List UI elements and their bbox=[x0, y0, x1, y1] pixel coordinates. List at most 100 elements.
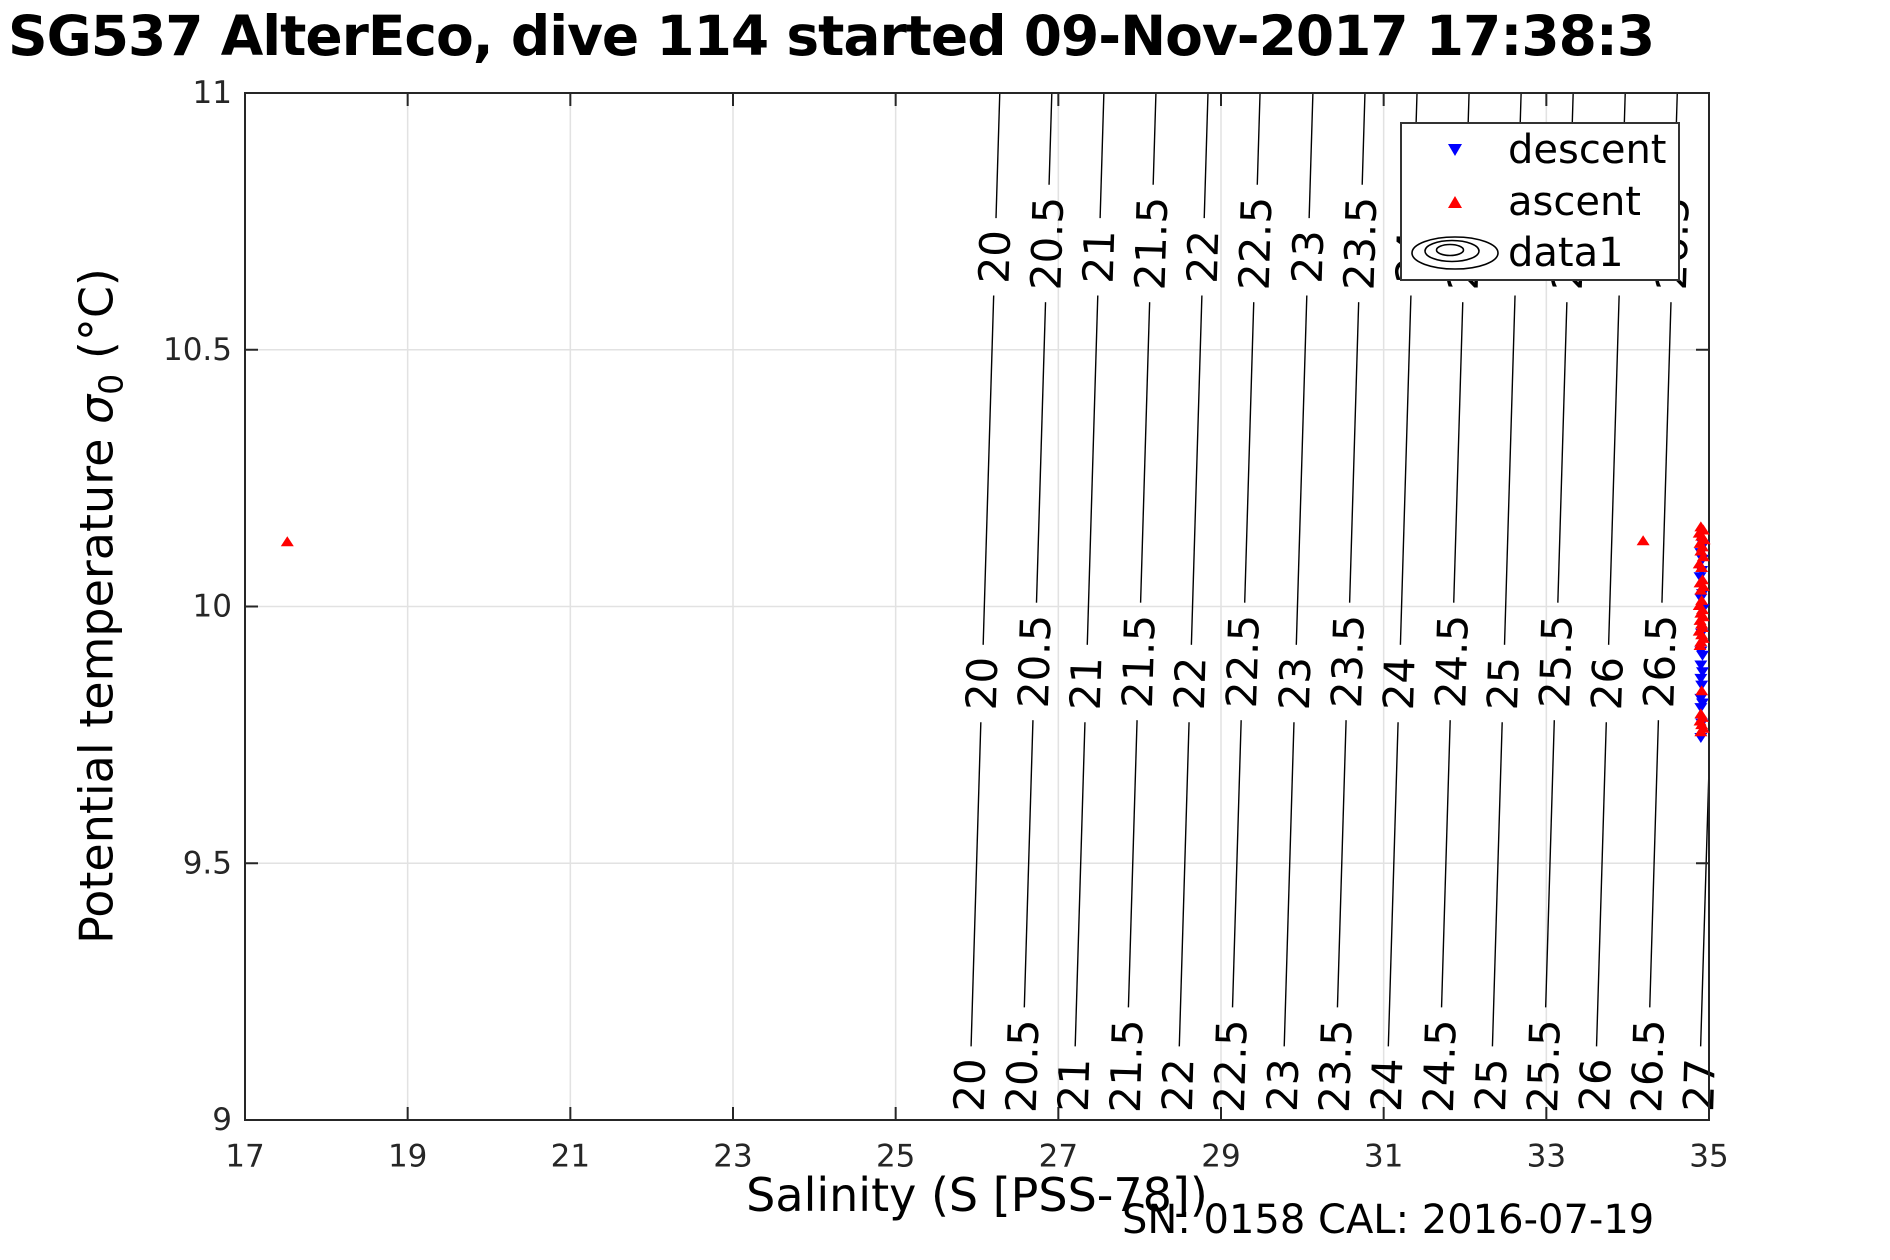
contour-line bbox=[1035, 302, 1047, 603]
contour-label: 20.5 bbox=[1009, 614, 1061, 709]
ascent-marker bbox=[1694, 726, 1708, 737]
contour-line bbox=[1440, 720, 1451, 1008]
contour-line bbox=[1649, 720, 1660, 1008]
contour-label: 23 bbox=[1270, 656, 1321, 711]
ascent-marker bbox=[280, 536, 294, 547]
contour-ellipses-icon bbox=[1402, 233, 1508, 273]
contour-line bbox=[1308, 92, 1314, 219]
contour-label: 24.5 bbox=[1414, 1019, 1466, 1114]
contour-line bbox=[1336, 720, 1347, 1008]
legend-label-descent: descent bbox=[1508, 126, 1667, 173]
contour-line bbox=[982, 295, 995, 645]
x-tick-label: 23 bbox=[713, 1138, 752, 1174]
y-axis-label: Potential temperature σ0 (°C) bbox=[69, 268, 130, 944]
contour-label: 20.5 bbox=[997, 1019, 1049, 1114]
ascent-marker bbox=[1695, 685, 1709, 696]
contour-line bbox=[1256, 92, 1261, 185]
contour-line bbox=[1387, 722, 1399, 1047]
contour-label: 22.5 bbox=[1205, 1019, 1257, 1114]
contour-label: 21 bbox=[1074, 229, 1125, 284]
y-tick-label: 9 bbox=[212, 1102, 232, 1138]
contour-line bbox=[1661, 302, 1672, 603]
contour-label: 24 bbox=[1362, 1058, 1413, 1113]
contour-line bbox=[1399, 295, 1412, 645]
legend-row-descent: descent bbox=[1402, 124, 1678, 176]
legend-row-ascent: ascent bbox=[1402, 176, 1678, 228]
contour-label: 20 bbox=[957, 656, 1008, 711]
page-title: SG537 AlterEco, dive 114 started 09-Nov-… bbox=[8, 4, 1655, 68]
x-tick-label: 31 bbox=[1364, 1138, 1403, 1174]
contour-label: 23 bbox=[1283, 229, 1334, 284]
contour-line bbox=[1086, 295, 1099, 645]
y-axis-label-prefix: Potential temperature bbox=[69, 423, 124, 944]
descent-marker bbox=[1693, 572, 1707, 583]
descent-marker bbox=[1695, 667, 1709, 678]
contour-label: 26 bbox=[1582, 656, 1633, 711]
legend-label-ascent: ascent bbox=[1508, 178, 1641, 225]
contour-line bbox=[1152, 92, 1157, 185]
y-axis-label-suffix: (°C) bbox=[69, 268, 124, 374]
contour-line bbox=[1231, 720, 1242, 1008]
contour-label: 23.5 bbox=[1335, 196, 1387, 291]
serial-calibration-note: SN: 0158 CAL: 2016-07-19 bbox=[1122, 1197, 1655, 1243]
contour-line bbox=[1048, 92, 1053, 185]
x-tick-label: 19 bbox=[388, 1138, 427, 1174]
contour-label: 24 bbox=[1374, 656, 1425, 711]
descent-marker bbox=[1695, 650, 1709, 661]
ascent-marker bbox=[1695, 561, 1709, 572]
y-tick-label: 10.5 bbox=[163, 332, 232, 368]
contour-label: 26.5 bbox=[1622, 1019, 1674, 1114]
contour-line bbox=[1491, 722, 1503, 1047]
contour-line bbox=[1295, 295, 1308, 645]
contour-label: 26.5 bbox=[1634, 614, 1686, 709]
contour-label: 25.5 bbox=[1530, 614, 1582, 709]
contour-label: 22 bbox=[1153, 1058, 1204, 1113]
contour-label: 21 bbox=[1061, 656, 1112, 711]
descent-triangle-icon bbox=[1402, 143, 1508, 157]
ascent-marker bbox=[1636, 535, 1650, 546]
contour-line bbox=[1503, 295, 1516, 645]
sigma-symbol: σ bbox=[69, 394, 124, 424]
legend: descent ascent data1 bbox=[1400, 122, 1680, 281]
contour-label: 24.5 bbox=[1426, 614, 1478, 709]
contour-label: 26 bbox=[1570, 1058, 1621, 1113]
contour-label: 21.5 bbox=[1101, 1019, 1153, 1114]
contour-line bbox=[1178, 722, 1190, 1047]
x-tick-label: 25 bbox=[876, 1138, 915, 1174]
descent-marker bbox=[1694, 660, 1708, 671]
y-tick-label: 9.5 bbox=[183, 845, 232, 881]
contour-label: 21.5 bbox=[1113, 614, 1165, 709]
ascent-marker bbox=[1693, 640, 1707, 651]
contour-line bbox=[970, 722, 982, 1047]
contour-line bbox=[1203, 92, 1209, 219]
contour-label: 23.5 bbox=[1322, 614, 1374, 709]
legend-label-data1: data1 bbox=[1508, 230, 1624, 277]
contour-label: 27 bbox=[1674, 1058, 1725, 1113]
contour-line bbox=[1453, 302, 1464, 603]
contour-line bbox=[1557, 302, 1568, 603]
contour-label: 23.5 bbox=[1310, 1019, 1362, 1114]
contour-line bbox=[1361, 92, 1366, 185]
sigma-subscript: 0 bbox=[91, 373, 131, 395]
descent-marker bbox=[1694, 673, 1708, 684]
contour-line bbox=[1139, 302, 1151, 603]
contour-label: 22.5 bbox=[1230, 196, 1282, 291]
contour-label: 20 bbox=[945, 1058, 996, 1113]
contour-line bbox=[1544, 720, 1555, 1008]
y-tick-label: 11 bbox=[193, 75, 232, 111]
x-tick-label: 21 bbox=[551, 1138, 590, 1174]
contour-line bbox=[1607, 295, 1620, 645]
contour-line bbox=[1348, 302, 1360, 603]
contour-label: 25 bbox=[1466, 1058, 1517, 1113]
contour-label: 25 bbox=[1478, 656, 1529, 711]
contour-line bbox=[1283, 722, 1295, 1047]
x-tick-label: 33 bbox=[1527, 1138, 1566, 1174]
contour-line bbox=[1099, 92, 1105, 219]
x-tick-label: 35 bbox=[1689, 1138, 1728, 1174]
ascent-marker bbox=[1694, 584, 1708, 595]
ascent-marker bbox=[1696, 551, 1710, 562]
contour-label: 22 bbox=[1165, 656, 1216, 711]
contour-label: 23 bbox=[1258, 1058, 1309, 1113]
contour-label: 20 bbox=[970, 229, 1021, 284]
contour-line bbox=[1074, 722, 1086, 1047]
